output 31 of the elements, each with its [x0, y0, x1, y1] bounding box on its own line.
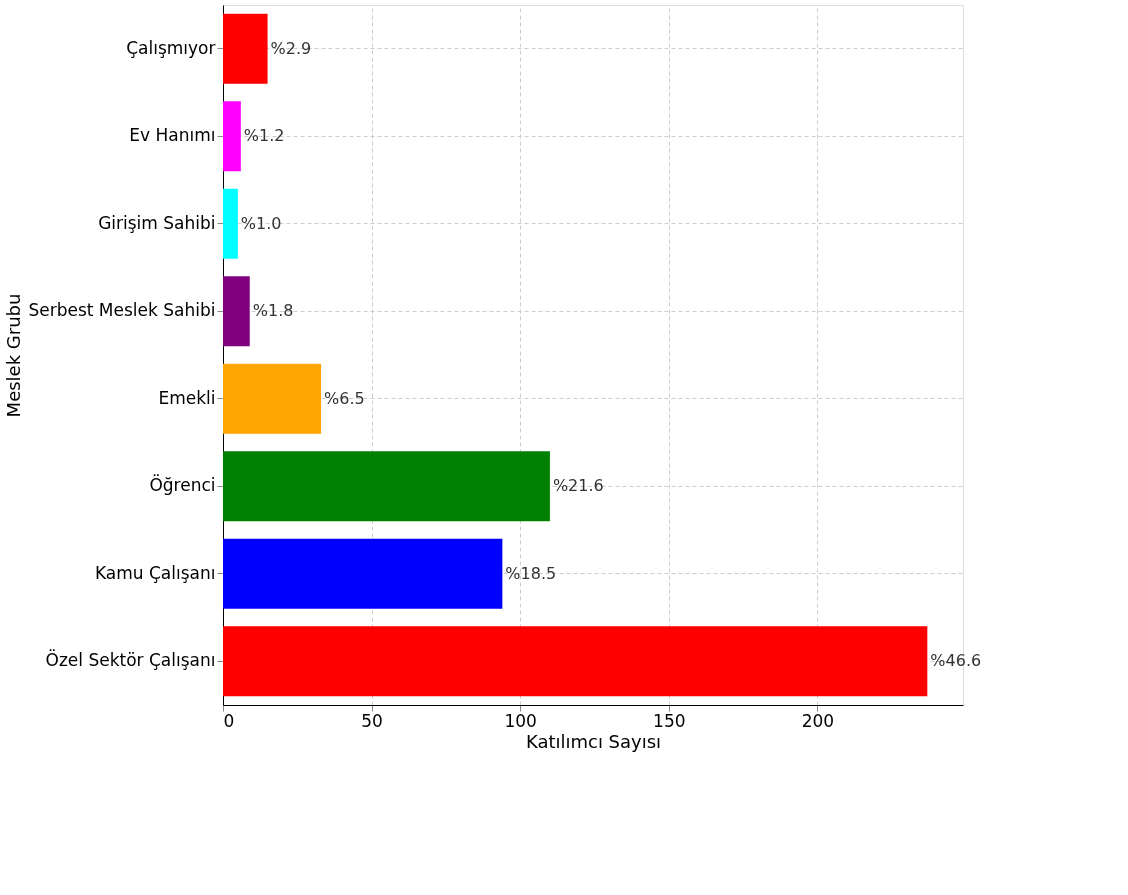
y-tick-label: Serbest Meslek Sahibi: [28, 300, 216, 321]
x-tick-label: 50: [361, 710, 383, 731]
x-axis-title: Katılımcı Sayısı: [525, 730, 662, 752]
bar: [223, 538, 503, 609]
y-tick-label: Emekli: [158, 387, 216, 408]
y-tick-label: Öğrenci: [149, 474, 216, 496]
y-tick-label: Girişim Sahibi: [98, 212, 216, 233]
bar: [223, 363, 322, 434]
bar: [223, 101, 241, 172]
y-tick-label: Özel Sektör Çalışanı: [45, 649, 216, 671]
x-tick-label: 100: [504, 710, 537, 731]
y-tick-label: Çalışmıyor: [126, 37, 216, 58]
bar: [223, 13, 268, 84]
x-tick-label: 150: [653, 710, 686, 731]
bar: [223, 451, 550, 522]
bar: [223, 626, 928, 697]
annotation: %46.6: [930, 651, 982, 671]
y-tick-label: Ev Hanımı: [129, 125, 216, 146]
annotation: %6.5: [324, 388, 365, 408]
annotation: %2.9: [270, 38, 312, 58]
annotation: %1.0: [240, 213, 282, 233]
annotation: %1.8: [252, 301, 294, 321]
annotation: %21.6: [552, 476, 604, 496]
x-tick-label: 200: [801, 710, 835, 731]
annotation: %18.5: [505, 563, 557, 583]
y-axis-title: Meslek Grubu: [3, 293, 25, 418]
annotation: %1.2: [243, 126, 285, 146]
x-tick-label: 0: [223, 710, 235, 731]
y-tick-label: Kamu Çalışanı: [94, 562, 216, 583]
bar: [223, 188, 238, 259]
bar: [223, 276, 250, 347]
